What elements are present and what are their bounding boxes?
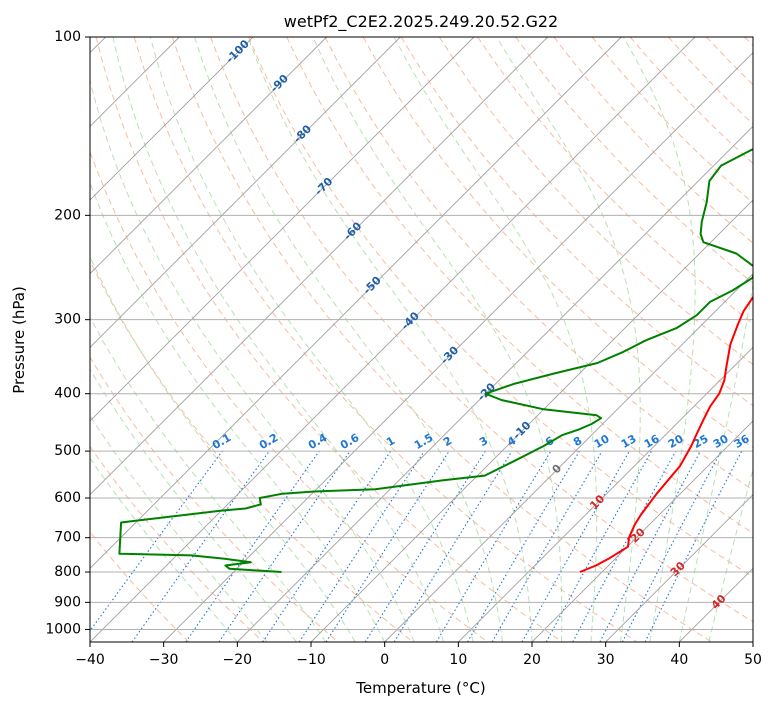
mixing-ratio-line (262, 450, 392, 642)
dry-adiabat (90, 445, 264, 642)
mixing-ratio-line (131, 450, 270, 642)
mixing-ratio-line (218, 450, 351, 642)
dewpoint-profile (118, 147, 753, 573)
moist-adiabat (678, 280, 753, 642)
dry-adiabat (95, 37, 563, 642)
isotherm (163, 52, 753, 642)
y-tick-label: 400 (54, 386, 81, 402)
y-tick-label: 200 (54, 207, 81, 223)
isotherm (458, 346, 753, 642)
dry-adiabat (248, 37, 753, 578)
x-tick-label: 40 (670, 652, 688, 668)
dry-adiabat (438, 37, 753, 366)
dry-adiabat (324, 37, 753, 491)
dry-adiabat (210, 37, 753, 623)
moist-adiabat (247, 37, 533, 642)
y-tick-label: 700 (54, 530, 81, 546)
moist-adiabat (112, 37, 445, 642)
moist-adiabat (622, 37, 696, 642)
x-tick-label: −30 (149, 652, 179, 668)
y-tick-label: 500 (54, 443, 81, 459)
mixing-ratio-line (298, 450, 425, 642)
dry-adiabat (90, 356, 339, 642)
isotherm (90, 37, 548, 496)
moist-adiabat (149, 37, 474, 642)
moist-adiabat (90, 368, 297, 642)
dry-adiabat (133, 37, 638, 642)
mixing-ratio-line (572, 450, 677, 642)
moist-adiabat (90, 316, 327, 642)
y-tick-label: 300 (54, 312, 81, 328)
mixing-ratio-line (521, 450, 630, 642)
plot-frame (89, 36, 754, 643)
mixing-ratio-line (644, 450, 743, 642)
moist-adiabat (708, 467, 753, 642)
isotherm (90, 37, 622, 569)
x-tick-label: 30 (597, 652, 615, 668)
y-tick-label: 600 (54, 490, 81, 506)
mixing-ratio-line (393, 450, 513, 642)
x-tick-label: 20 (523, 652, 541, 668)
isotherm (90, 37, 475, 422)
mixing-ratio-line (325, 450, 450, 642)
mixing-ratio-line (545, 450, 653, 642)
moist-adiabat (194, 37, 503, 642)
chart-title: wetPf2_C2E2.2025.249.20.52.G22 (284, 12, 558, 32)
mixing-ratio-line (90, 450, 223, 632)
y-tick-label: 800 (54, 564, 81, 580)
mixing-ratio-line (185, 450, 320, 642)
isotherm (90, 37, 401, 348)
isotherm (310, 199, 753, 642)
y-axis: 100 200 300 400 500 600 700 800 900 1000 (45, 29, 90, 637)
series-layer (118, 147, 753, 573)
isotherm (90, 37, 254, 201)
y-tick-label: 100 (54, 29, 81, 45)
y-tick-label: 900 (54, 594, 81, 610)
x-tick-label: −40 (75, 652, 105, 668)
y-axis-title: Pressure (hPa) (10, 286, 28, 394)
background-lines (90, 37, 753, 642)
isotherm (531, 420, 753, 642)
x-tick-label: −20 (223, 652, 253, 668)
moist-adiabat (90, 414, 268, 642)
moist-adiabat (90, 457, 238, 642)
moist-adiabat (90, 255, 356, 642)
isotherm (384, 273, 753, 642)
x-tick-label: −10 (296, 652, 326, 668)
dry-adiabat (90, 150, 488, 642)
x-tick-label: 0 (380, 652, 389, 668)
x-tick-label: 10 (449, 652, 467, 668)
dry-adiabat (477, 37, 753, 325)
temperature-profile (579, 295, 753, 573)
y-tick-label: 1000 (45, 621, 81, 637)
dry-adiabat (171, 37, 712, 642)
x-axis-title: Temperature (°C) (355, 679, 485, 697)
x-axis: −40 −30 −20 −10 0 10 20 30 40 50 (75, 642, 762, 668)
moist-adiabat (496, 37, 641, 642)
moist-adiabat (312, 37, 563, 642)
x-tick-label: 50 (744, 652, 762, 668)
isotherm (237, 125, 753, 642)
isotherm (605, 494, 753, 642)
isotherm (90, 37, 327, 275)
moist-adiabat (393, 37, 598, 642)
isotherm (90, 37, 696, 642)
moist-adiabat (90, 181, 386, 642)
moist-adiabat (90, 78, 415, 642)
pressure-grid (90, 37, 753, 630)
